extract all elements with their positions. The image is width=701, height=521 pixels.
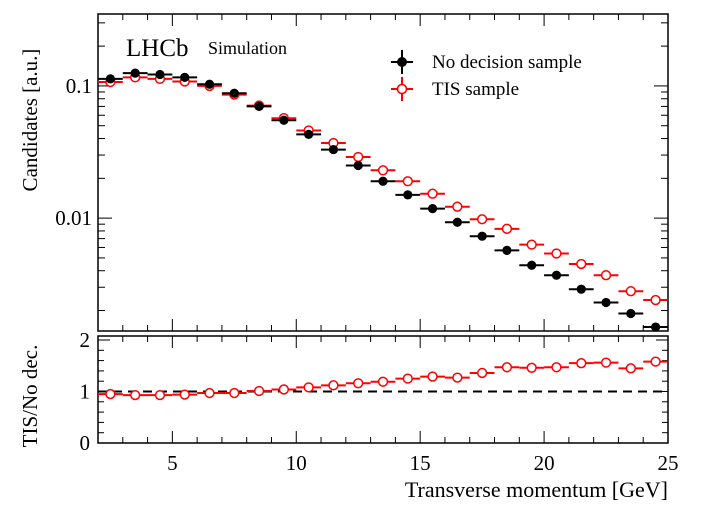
data-point (105, 74, 115, 84)
data-point (501, 223, 513, 234)
x-tick-label: 15 (410, 451, 431, 475)
data-point (427, 188, 438, 199)
data-point (476, 214, 488, 225)
series-no-decision (98, 68, 668, 332)
ratio-point (154, 389, 166, 401)
data-point (527, 260, 537, 270)
legend-entry-tis: TIS sample (391, 77, 519, 101)
data-point (180, 72, 190, 83)
ratio-point (501, 362, 513, 373)
data-point (452, 201, 463, 212)
data-point (204, 79, 215, 89)
data-point (254, 101, 264, 112)
data-point (229, 88, 239, 98)
data-point (651, 322, 661, 332)
data-point (155, 69, 165, 80)
ratio-point (204, 387, 215, 399)
ratio-point (229, 387, 240, 399)
ratio-point (278, 384, 290, 395)
main-y-tick-label: 0.01 (55, 206, 92, 230)
data-point (551, 248, 562, 259)
main-y-tick-label: 0.1 (66, 74, 92, 98)
data-point (452, 217, 462, 227)
x-tick-label: 10 (286, 451, 307, 475)
data-point (279, 115, 289, 125)
x-tick-label: 5 (167, 451, 178, 475)
series-ratio (98, 356, 668, 401)
data-point (650, 294, 661, 306)
ratio-point (402, 373, 413, 384)
data-point (601, 297, 611, 308)
legend-entry-no-decision: No decision sample (391, 50, 582, 74)
main-plot-label: LHCb Simulation (126, 35, 287, 62)
legend-marker-no-decision (397, 57, 407, 67)
ratio-point (650, 356, 661, 367)
ratio-point (303, 382, 314, 393)
ratio-panel: 5 10 15 20 25 0 1 2 (80, 328, 679, 475)
x-axis-label: Transverse momentum [GeV] (405, 477, 668, 502)
data-point (625, 286, 636, 297)
data-point (377, 165, 389, 176)
ratio-y-tick-label: 2 (80, 328, 91, 352)
ratio-point (179, 389, 190, 400)
ratio-point (328, 380, 339, 391)
data-point (353, 160, 363, 171)
simulation-label: Simulation (208, 38, 287, 58)
ratio-y-tick-label: 0 (80, 431, 91, 455)
legend-label-tis: TIS sample (432, 79, 519, 100)
x-tick-label: 25 (658, 451, 679, 475)
ratio-point (452, 372, 463, 383)
series-tis (98, 72, 668, 306)
main-plot-frame (97, 13, 669, 332)
lhcb-label: LHCb (126, 35, 189, 62)
data-point (600, 270, 612, 281)
data-point (378, 176, 388, 186)
data-point (130, 68, 140, 78)
ratio-point (576, 358, 587, 369)
data-point (328, 144, 339, 155)
main-panel: 0.1 0.01 (55, 13, 669, 332)
ratio-point (253, 385, 265, 397)
data-point (353, 151, 364, 163)
ratio-point (427, 371, 438, 382)
data-point (526, 239, 537, 250)
ratio-y-tick-label: 1 (80, 380, 91, 404)
legend-marker-tis (396, 83, 408, 95)
data-point (626, 308, 636, 319)
data-point (576, 258, 587, 270)
main-y-axis-label: Candidates [a.u.] (18, 49, 42, 192)
ratio-plot-frame (97, 335, 669, 444)
data-point (304, 129, 314, 139)
data-point (576, 284, 586, 294)
ratio-point (105, 388, 116, 400)
ratio-point (600, 357, 612, 368)
legend: No decision sample TIS sample (391, 50, 582, 101)
ratio-point (526, 362, 537, 373)
x-tick-label: 20 (534, 451, 555, 475)
data-point (403, 190, 413, 200)
ratio-point (130, 389, 141, 401)
data-point (502, 245, 512, 255)
data-point (477, 231, 487, 241)
data-point (551, 270, 562, 280)
data-point (427, 204, 438, 214)
ratio-point (476, 367, 488, 379)
data-point (402, 176, 413, 187)
ratio-point (625, 363, 636, 374)
legend-label-no-decision: No decision sample (432, 52, 582, 73)
ratio-point (377, 376, 389, 387)
ratio-y-axis-label: TIS/No dec. (18, 345, 42, 448)
ratio-point (353, 378, 364, 389)
ratio-point (551, 362, 562, 373)
